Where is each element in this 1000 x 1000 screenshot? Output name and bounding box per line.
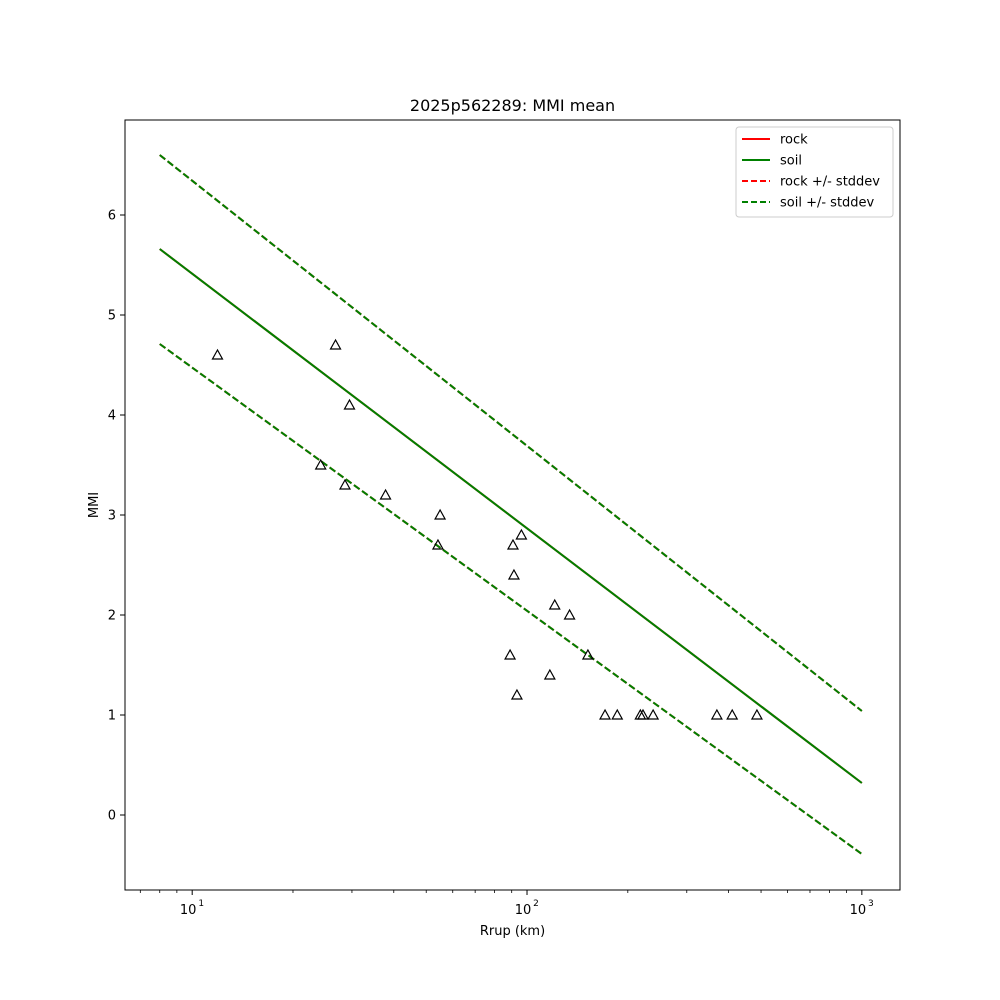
observation-point [581,648,594,660]
chart-title: 2025p562289: MMI mean [410,96,615,115]
observation-point [314,458,327,470]
y-axis: 0 1 2 3 4 5 6 [108,209,125,824]
series-line-soil-stddev [159,154,863,712]
series-line-soil [159,248,863,784]
x-tick-label-exponent: 2 [533,899,539,909]
x-tick-label: 10 [515,903,532,918]
observation-point [379,488,392,500]
x-axis-label: Rrup (km) [480,924,545,939]
legend-label: rock +/- stddev [780,175,880,190]
y-tick-label: 6 [108,209,116,224]
observation-point [563,608,576,620]
plot-frame [124,119,901,891]
legend-label: rock [780,133,808,148]
x-tick-label: 10 [180,903,197,918]
x-tick-label-exponent: 1 [198,899,204,909]
observation-point [507,568,520,580]
observation-point [548,598,561,610]
legend-box [735,126,894,218]
observation-point [611,708,624,720]
observation-point [434,508,447,520]
x-axis: 10 1 10 2 10 3 [139,890,874,918]
y-axis-label: MMI [87,492,102,518]
observation-point [211,348,224,360]
observation-point [599,708,612,720]
observation-point [543,668,556,680]
observation-point [343,398,356,410]
x-tick-label: 10 [850,903,867,918]
legend: rock soil rock +/- stddev soil +/- stddev [735,126,894,218]
series-line-soil-stddev-lower [159,343,863,855]
y-tick-label: 4 [108,409,116,424]
observation-point [710,708,723,720]
y-tick-label: 0 [108,809,116,824]
observation-point [636,708,650,720]
observation-point [329,338,342,350]
observation-point [504,648,517,660]
observation-point [506,538,520,550]
y-tick-label: 3 [108,509,116,524]
y-tick-label: 2 [108,609,116,624]
observation-point [750,708,763,720]
y-tick-label: 1 [108,709,116,724]
observation-point [431,538,444,550]
observation-point [726,708,739,720]
observation-point [510,688,523,700]
observation-point [338,478,352,490]
y-tick-label: 5 [108,309,116,324]
x-tick-label-exponent: 3 [868,899,874,909]
observation-point [647,708,660,720]
legend-label: soil [780,154,802,169]
observation-point [515,528,528,540]
legend-label: soil +/- stddev [780,196,875,211]
